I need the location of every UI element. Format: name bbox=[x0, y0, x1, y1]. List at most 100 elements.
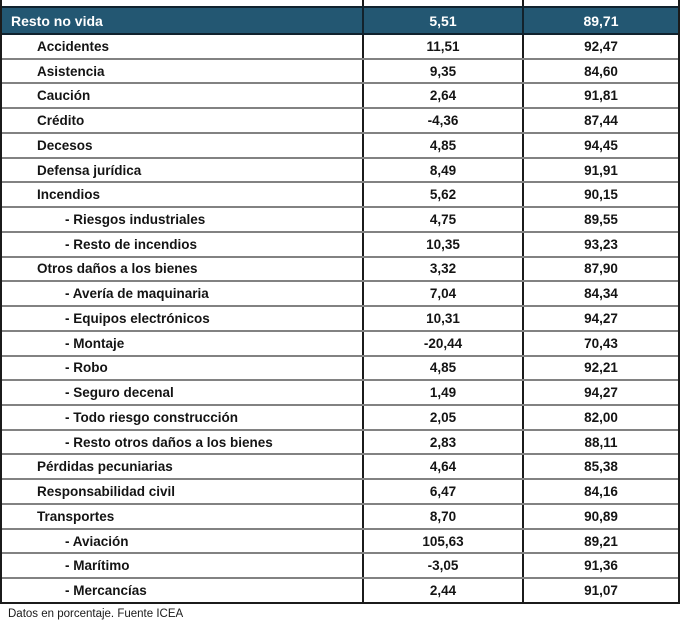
category-label: Defensa jurídica bbox=[2, 158, 364, 182]
table-row: - Robo 4,85 92,21 bbox=[2, 354, 678, 380]
value-col-2: 91,91 bbox=[584, 162, 618, 178]
category-label: Responsabilidad civil bbox=[2, 480, 364, 503]
table-row: - Aviación 105,63 89,21 bbox=[2, 527, 678, 553]
value-col-2: 93,23 bbox=[584, 236, 618, 252]
value-col-2: 82,00 bbox=[584, 409, 618, 425]
table-row: - Todo riesgo construcción 2,05 82,00 bbox=[2, 404, 678, 429]
table-row: Defensa jurídica 8,49 91,91 bbox=[2, 156, 678, 182]
value-col-1: 10,31 bbox=[364, 307, 524, 330]
table-row: Pérdidas pecuniarias 4,64 85,38 bbox=[2, 453, 678, 479]
category-label: - Mercancías bbox=[2, 579, 364, 602]
value-col-1: -4,36 bbox=[364, 109, 524, 132]
value-col-2: 91,81 bbox=[584, 88, 618, 104]
value-col-2: 94,45 bbox=[584, 137, 618, 153]
table-row: Asistencia 9,35 84,60 bbox=[2, 57, 678, 83]
source-note: Datos en porcentaje. Fuente ICEA bbox=[0, 604, 680, 623]
header-row-value-2: 89,71 bbox=[583, 12, 619, 29]
cutoff-label-cell bbox=[2, 0, 364, 6]
category-label: - Avería de maquinaria bbox=[2, 282, 364, 306]
value-col-2: 89,55 bbox=[584, 212, 618, 227]
category-label: - Marítimo bbox=[2, 554, 364, 578]
category-label: - Aviación bbox=[2, 529, 364, 553]
table-row: Incendios 5,62 90,15 bbox=[2, 181, 678, 207]
category-label: - Equipos electrónicos bbox=[2, 307, 364, 330]
table-row: - Resto otros daños a los bienes 2,83 88… bbox=[2, 428, 678, 454]
value-col-1: -3,05 bbox=[364, 554, 524, 578]
value-col-2: 91,36 bbox=[584, 558, 618, 574]
category-label: Transportes bbox=[2, 504, 364, 528]
category-label: Asistencia bbox=[2, 59, 364, 83]
category-label: - Montaje bbox=[2, 331, 364, 355]
value-col-2: 70,43 bbox=[584, 335, 618, 351]
value-col-2: 85,38 bbox=[584, 459, 618, 475]
table-row: Caución 2,64 91,81 bbox=[2, 82, 678, 108]
value-col-2: 94,27 bbox=[584, 385, 618, 401]
table-row: Crédito -4,36 87,44 bbox=[2, 107, 678, 132]
value-col-1: 6,47 bbox=[364, 480, 524, 503]
category-label: - Resto de incendios bbox=[2, 232, 364, 256]
value-col-2: 89,21 bbox=[584, 533, 618, 549]
table-row: - Resto de incendios 10,35 93,23 bbox=[2, 230, 678, 256]
cutoff-row-sliver bbox=[2, 0, 678, 6]
value-col-2: 87,44 bbox=[584, 113, 618, 129]
value-col-1: 7,04 bbox=[364, 282, 524, 306]
value-col-1: 11,51 bbox=[364, 35, 524, 58]
value-col-1: 3,32 bbox=[364, 257, 524, 281]
value-col-1: 2,05 bbox=[364, 406, 524, 429]
value-col-2: 90,89 bbox=[584, 508, 618, 524]
category-label: - Riesgos industriales bbox=[2, 208, 364, 231]
header-row-value-1: 5,51 bbox=[364, 8, 524, 33]
category-label: Decesos bbox=[2, 133, 364, 157]
value-col-1: 4,64 bbox=[364, 455, 524, 479]
category-label: - Robo bbox=[2, 356, 364, 380]
value-col-2: 84,60 bbox=[584, 63, 618, 79]
category-label: Crédito bbox=[2, 109, 364, 132]
table-row: - Montaje -20,44 70,43 bbox=[2, 329, 678, 355]
value-col-1: 4,75 bbox=[364, 208, 524, 231]
category-label: - Todo riesgo construcción bbox=[2, 406, 364, 429]
value-col-2: 92,47 bbox=[584, 38, 618, 54]
table-row: Accidentes 11,51 92,47 bbox=[2, 35, 678, 58]
value-col-2: 87,90 bbox=[584, 261, 618, 277]
data-table: Resto no vida 5,51 89,71 Accidentes 11,5… bbox=[0, 0, 680, 604]
table-row: - Marítimo -3,05 91,36 bbox=[2, 552, 678, 578]
table-row: Otros daños a los bienes 3,32 87,90 bbox=[2, 255, 678, 281]
table-row: - Mercancías 2,44 91,07 bbox=[2, 577, 678, 602]
category-label: Otros daños a los bienes bbox=[2, 257, 364, 281]
table-body: Accidentes 11,51 92,47 Asistencia 9,35 8… bbox=[2, 35, 678, 602]
category-label: - Resto otros daños a los bienes bbox=[2, 430, 364, 454]
category-label: Pérdidas pecuniarias bbox=[2, 455, 364, 479]
value-col-1: 9,35 bbox=[364, 59, 524, 83]
cutoff-value-cell-2 bbox=[524, 0, 678, 6]
value-col-1: 8,49 bbox=[364, 158, 524, 182]
header-row-label: Resto no vida bbox=[2, 8, 364, 33]
category-label: Incendios bbox=[2, 183, 364, 207]
header-row: Resto no vida 5,51 89,71 bbox=[2, 6, 678, 35]
table-row: Decesos 4,85 94,45 bbox=[2, 131, 678, 157]
table-row: - Seguro decenal 1,49 94,27 bbox=[2, 379, 678, 405]
value-col-2: 90,15 bbox=[584, 187, 618, 203]
table-row: Transportes 8,70 90,89 bbox=[2, 502, 678, 528]
value-col-1: 8,70 bbox=[364, 504, 524, 528]
value-col-1: 105,63 bbox=[364, 529, 524, 553]
value-col-1: 2,64 bbox=[364, 84, 524, 108]
value-col-2: 92,21 bbox=[584, 360, 618, 376]
table-row: - Equipos electrónicos 10,31 94,27 bbox=[2, 305, 678, 330]
value-col-1: 2,83 bbox=[364, 430, 524, 454]
table-row: - Riesgos industriales 4,75 89,55 bbox=[2, 206, 678, 231]
value-col-1: 1,49 bbox=[364, 381, 524, 405]
value-col-2: 84,34 bbox=[584, 286, 618, 302]
category-label: - Seguro decenal bbox=[2, 381, 364, 405]
value-col-2: 84,16 bbox=[584, 484, 618, 500]
category-label: Accidentes bbox=[2, 35, 364, 58]
value-col-1: 4,85 bbox=[364, 356, 524, 380]
table-row: Responsabilidad civil 6,47 84,16 bbox=[2, 478, 678, 503]
cutoff-value-cell-1 bbox=[364, 0, 524, 6]
value-col-1: 10,35 bbox=[364, 232, 524, 256]
value-col-2: 94,27 bbox=[584, 310, 618, 326]
value-col-1: 2,44 bbox=[364, 579, 524, 602]
value-col-1: -20,44 bbox=[364, 331, 524, 355]
value-col-2: 91,07 bbox=[584, 583, 618, 599]
value-col-1: 5,62 bbox=[364, 183, 524, 207]
